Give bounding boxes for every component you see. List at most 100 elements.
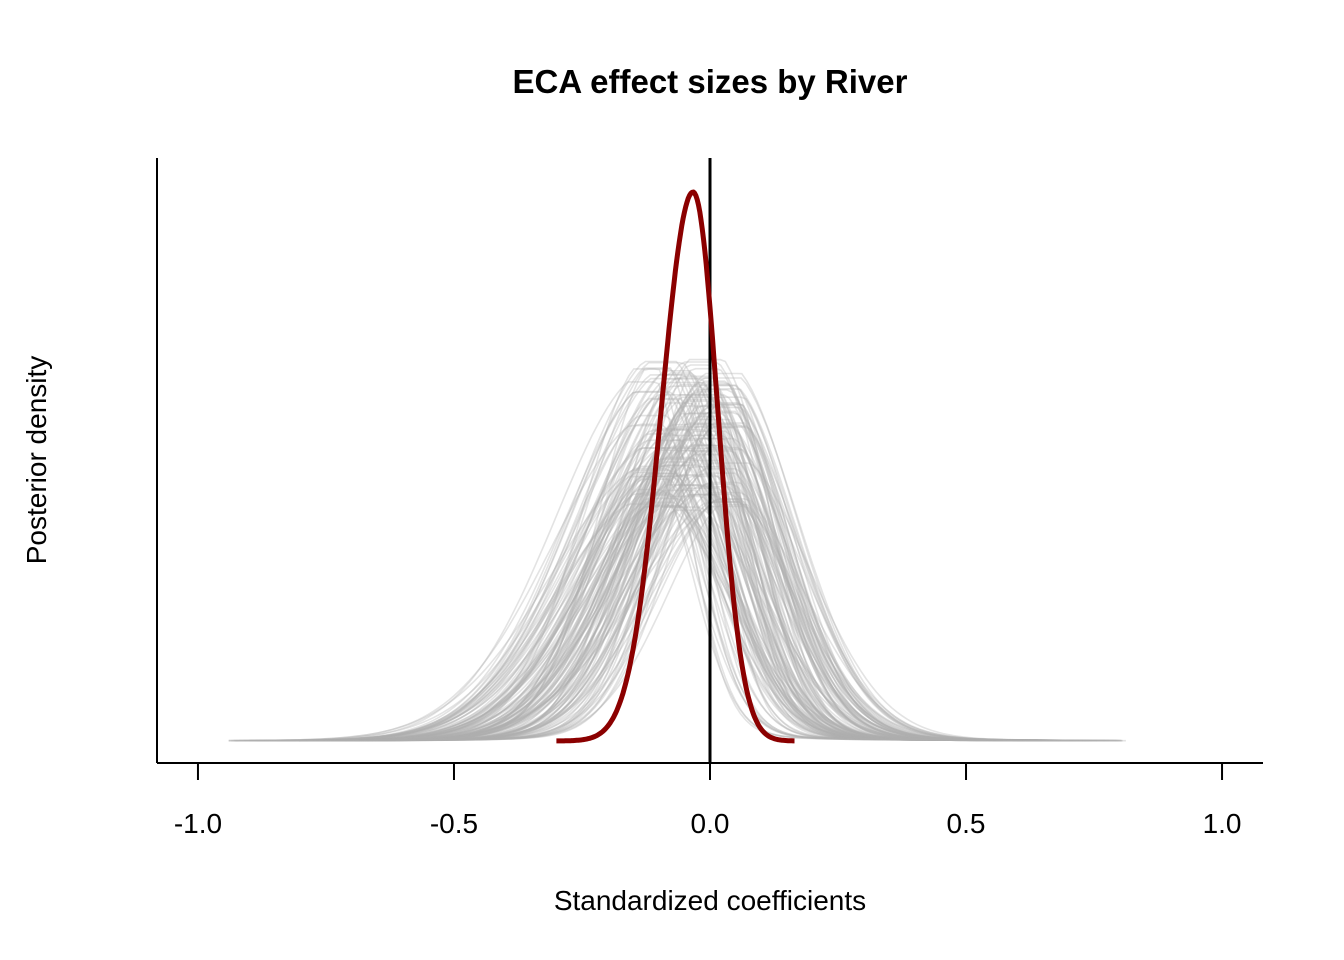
river-density-curve [438,396,1023,741]
river-density-curve [386,418,1073,742]
river-density-curve [291,405,1121,742]
river-density-curve [307,403,1122,742]
river-density-curve [249,370,946,742]
river-density-curve [354,465,923,741]
river-density-curve [331,423,1079,742]
river-density-curve [344,381,1032,742]
river-density-curve [339,505,1123,742]
river-density-curve [270,493,987,742]
river-density-curve [310,388,987,742]
river-density-curve [272,396,985,742]
river-density-curve [342,425,1090,742]
river-density-curve [256,427,989,742]
river-density-curve [400,487,1098,742]
river-density-curve [392,500,1018,742]
river-density-curve [366,501,1002,742]
river-density-curve [269,429,905,742]
river-density-curve [340,380,1022,742]
river-density-curve [359,439,965,742]
river-density-curve [333,391,1036,742]
river-density-curve [290,394,1018,742]
river-density-curve [292,464,1071,742]
river-density-curve [329,447,1083,742]
river-density-curve [287,506,1046,742]
river-density-curve [384,405,1030,741]
river-density-curve [319,484,1006,742]
river-density-curve [277,445,1087,742]
river-density-curve [390,404,954,741]
y-axis-label: Posterior density [21,356,52,565]
river-density-curve [312,374,1055,742]
river-density-curve [331,423,1013,742]
river-density-curve [272,426,1093,742]
river-density-curve [300,385,987,742]
river-density-curve [306,443,1070,742]
river-density-curve [310,415,1038,742]
river-density-curve [362,475,1044,742]
river-density-curve [362,505,952,741]
river-density-curve [326,372,1003,742]
river-density-curve [303,378,1016,742]
x-tick-label: -0.5 [430,808,478,839]
river-density-curve [328,465,1020,742]
river-density-curve [295,412,1110,742]
river-density-curve [326,430,951,742]
river-density-curve [386,402,965,741]
x-tick-label: -1.0 [174,808,222,839]
river-density-curve [358,448,1020,742]
river-density-curve [283,398,970,742]
river-density-curve [374,506,949,741]
x-tick-label: 0.0 [691,808,730,839]
river-density-curve [365,484,1042,742]
river-density-curve [332,384,998,742]
river-density-curve [332,414,958,741]
river-density-curve [347,367,999,741]
river-density-curve [324,501,1072,742]
river-density-curve [263,475,940,742]
river-density-curve [284,478,991,742]
river-density-curves [228,358,1126,742]
river-density-curve [375,458,960,741]
river-density-curve [337,483,1024,742]
river-density-curve [339,475,929,742]
river-density-curve [231,503,1025,742]
river-density-curve [327,389,963,742]
river-density-curve [273,471,919,742]
river-density-curve [375,381,1037,741]
river-density-curve [348,383,1061,742]
river-density-curve [283,495,1052,742]
river-density-curve [298,498,1047,742]
river-density-curve [382,450,956,741]
river-density-curve [228,424,997,742]
river-density-curve [326,481,1090,742]
river-density-curve [233,390,1007,742]
river-density-curve [358,444,1035,742]
river-density-curve [308,412,1051,742]
river-density-curve [398,509,1008,742]
river-density-curve [228,447,926,742]
river-density-curve [393,367,1106,742]
river-density-curve [405,377,1062,742]
river-density-curve [371,384,1022,742]
river-density-curve [353,402,963,742]
river-density-curve [378,456,917,741]
river-density-curve [378,449,1055,742]
river-density-curve [278,444,1119,742]
river-density-curve [380,403,1010,742]
river-density-curve [270,494,921,742]
river-density-curve [344,501,1123,742]
river-density-curve [357,488,880,741]
river-density-curve [350,434,929,740]
river-density-curve [239,368,895,742]
river-density-curve [293,427,1072,742]
river-density-curve [299,459,1057,742]
river-density-curve [289,422,1048,742]
river-density-curve [338,461,984,742]
river-density-curve [386,453,1038,742]
river-density-curve [295,391,889,742]
river-density-curve [281,393,1070,742]
river-density-curve [300,361,1013,741]
x-axis-ticks: -1.0 -0.5 0.0 0.5 1.0 [174,763,1242,839]
x-axis-label: Standardized coefficients [554,885,866,916]
river-density-curve [394,474,1030,742]
